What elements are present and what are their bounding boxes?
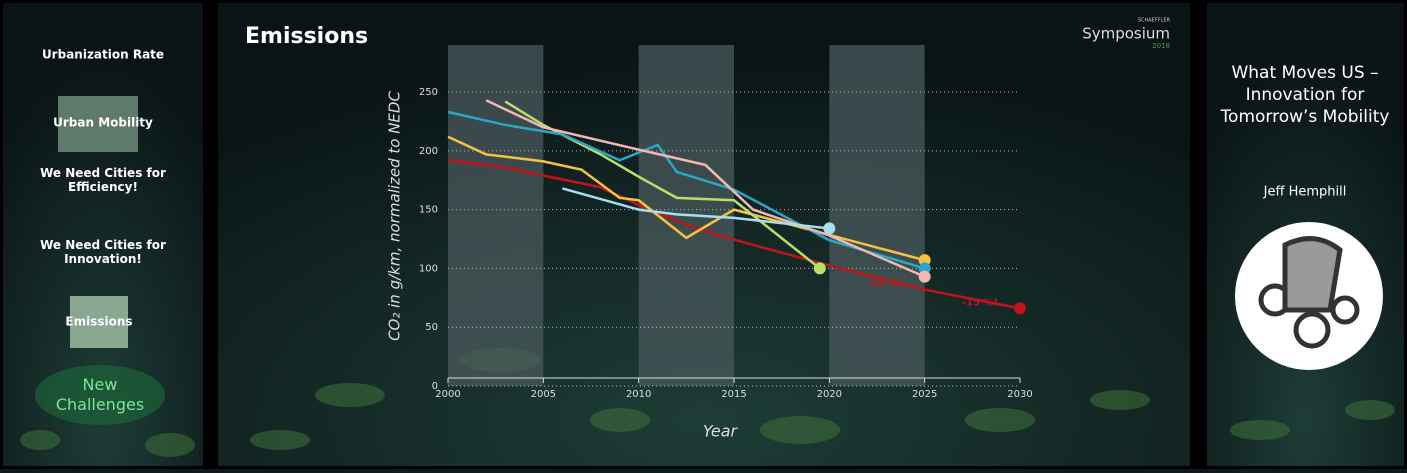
nav-item[interactable]: Emissions	[65, 315, 132, 329]
nav-item[interactable]: We Need Cities for Efficiency!	[40, 166, 166, 194]
x-tick-label: 2025	[912, 389, 937, 400]
series-line	[447, 110, 926, 270]
y-tick-label: 0	[432, 381, 438, 392]
logo-brand: SCHAEFFLER	[1138, 18, 1171, 24]
nav-wrap: New Challenges	[55, 375, 145, 414]
x-axis-label: Year	[703, 422, 739, 441]
y-tick-label: 100	[419, 263, 438, 274]
thumb	[70, 296, 128, 348]
talk-title: What Moves US – Innovation for Tomorrow’…	[1220, 63, 1390, 127]
annotation: -15 %!	[867, 279, 903, 290]
y-tick-label: 250	[419, 87, 438, 98]
nav-wrap: We Need Cities for Efficiency!	[40, 166, 166, 194]
y-tick-label: 200	[419, 146, 438, 157]
series-line	[447, 135, 925, 262]
decor	[20, 348, 1395, 457]
x-tick-label: 2030	[1007, 389, 1032, 400]
end-point	[813, 262, 826, 275]
y-axis-label: CO₂ in g/km, normalized to NEDC	[386, 91, 404, 341]
end-point	[918, 254, 931, 267]
end-point	[823, 222, 836, 235]
y-tick-label: 50	[425, 322, 438, 333]
x-tick-label: 2000	[435, 389, 460, 400]
band	[448, 45, 544, 386]
nav-item[interactable]: Urban Mobility	[53, 116, 153, 130]
speaker: Jeff Hemphill	[1263, 185, 1347, 200]
y-tick-label: 150	[419, 205, 438, 216]
nav-wrap: We Need Cities for Innovation!	[40, 238, 166, 266]
nav-item[interactable]: Urbanization Rate	[42, 48, 164, 62]
bike-icon	[1258, 236, 1360, 349]
band	[829, 45, 925, 386]
nav-item[interactable]: We Need Cities for Innovation!	[40, 238, 166, 266]
chart-title: Emissions	[245, 24, 368, 49]
x-tick-label: 2015	[721, 389, 746, 400]
x-tick-label: 2020	[817, 389, 842, 400]
annotation: -15 %!	[962, 297, 998, 308]
x-tick-label: 2005	[531, 389, 556, 400]
x-tick-label: 2010	[626, 389, 651, 400]
series-line	[562, 187, 830, 230]
series-line	[447, 158, 1021, 310]
thumb	[58, 96, 138, 152]
series-line	[504, 100, 821, 270]
title-wrap: What Moves US – Innovation for Tomorrow’…	[1220, 63, 1390, 127]
logo-year: 2018	[1152, 42, 1170, 50]
current-item[interactable]: New Challenges	[55, 375, 145, 414]
end-point	[1014, 302, 1026, 315]
logo-name: Symposium	[1082, 25, 1170, 43]
end-point	[918, 262, 931, 275]
end-point	[918, 270, 931, 283]
series-line	[485, 99, 926, 278]
